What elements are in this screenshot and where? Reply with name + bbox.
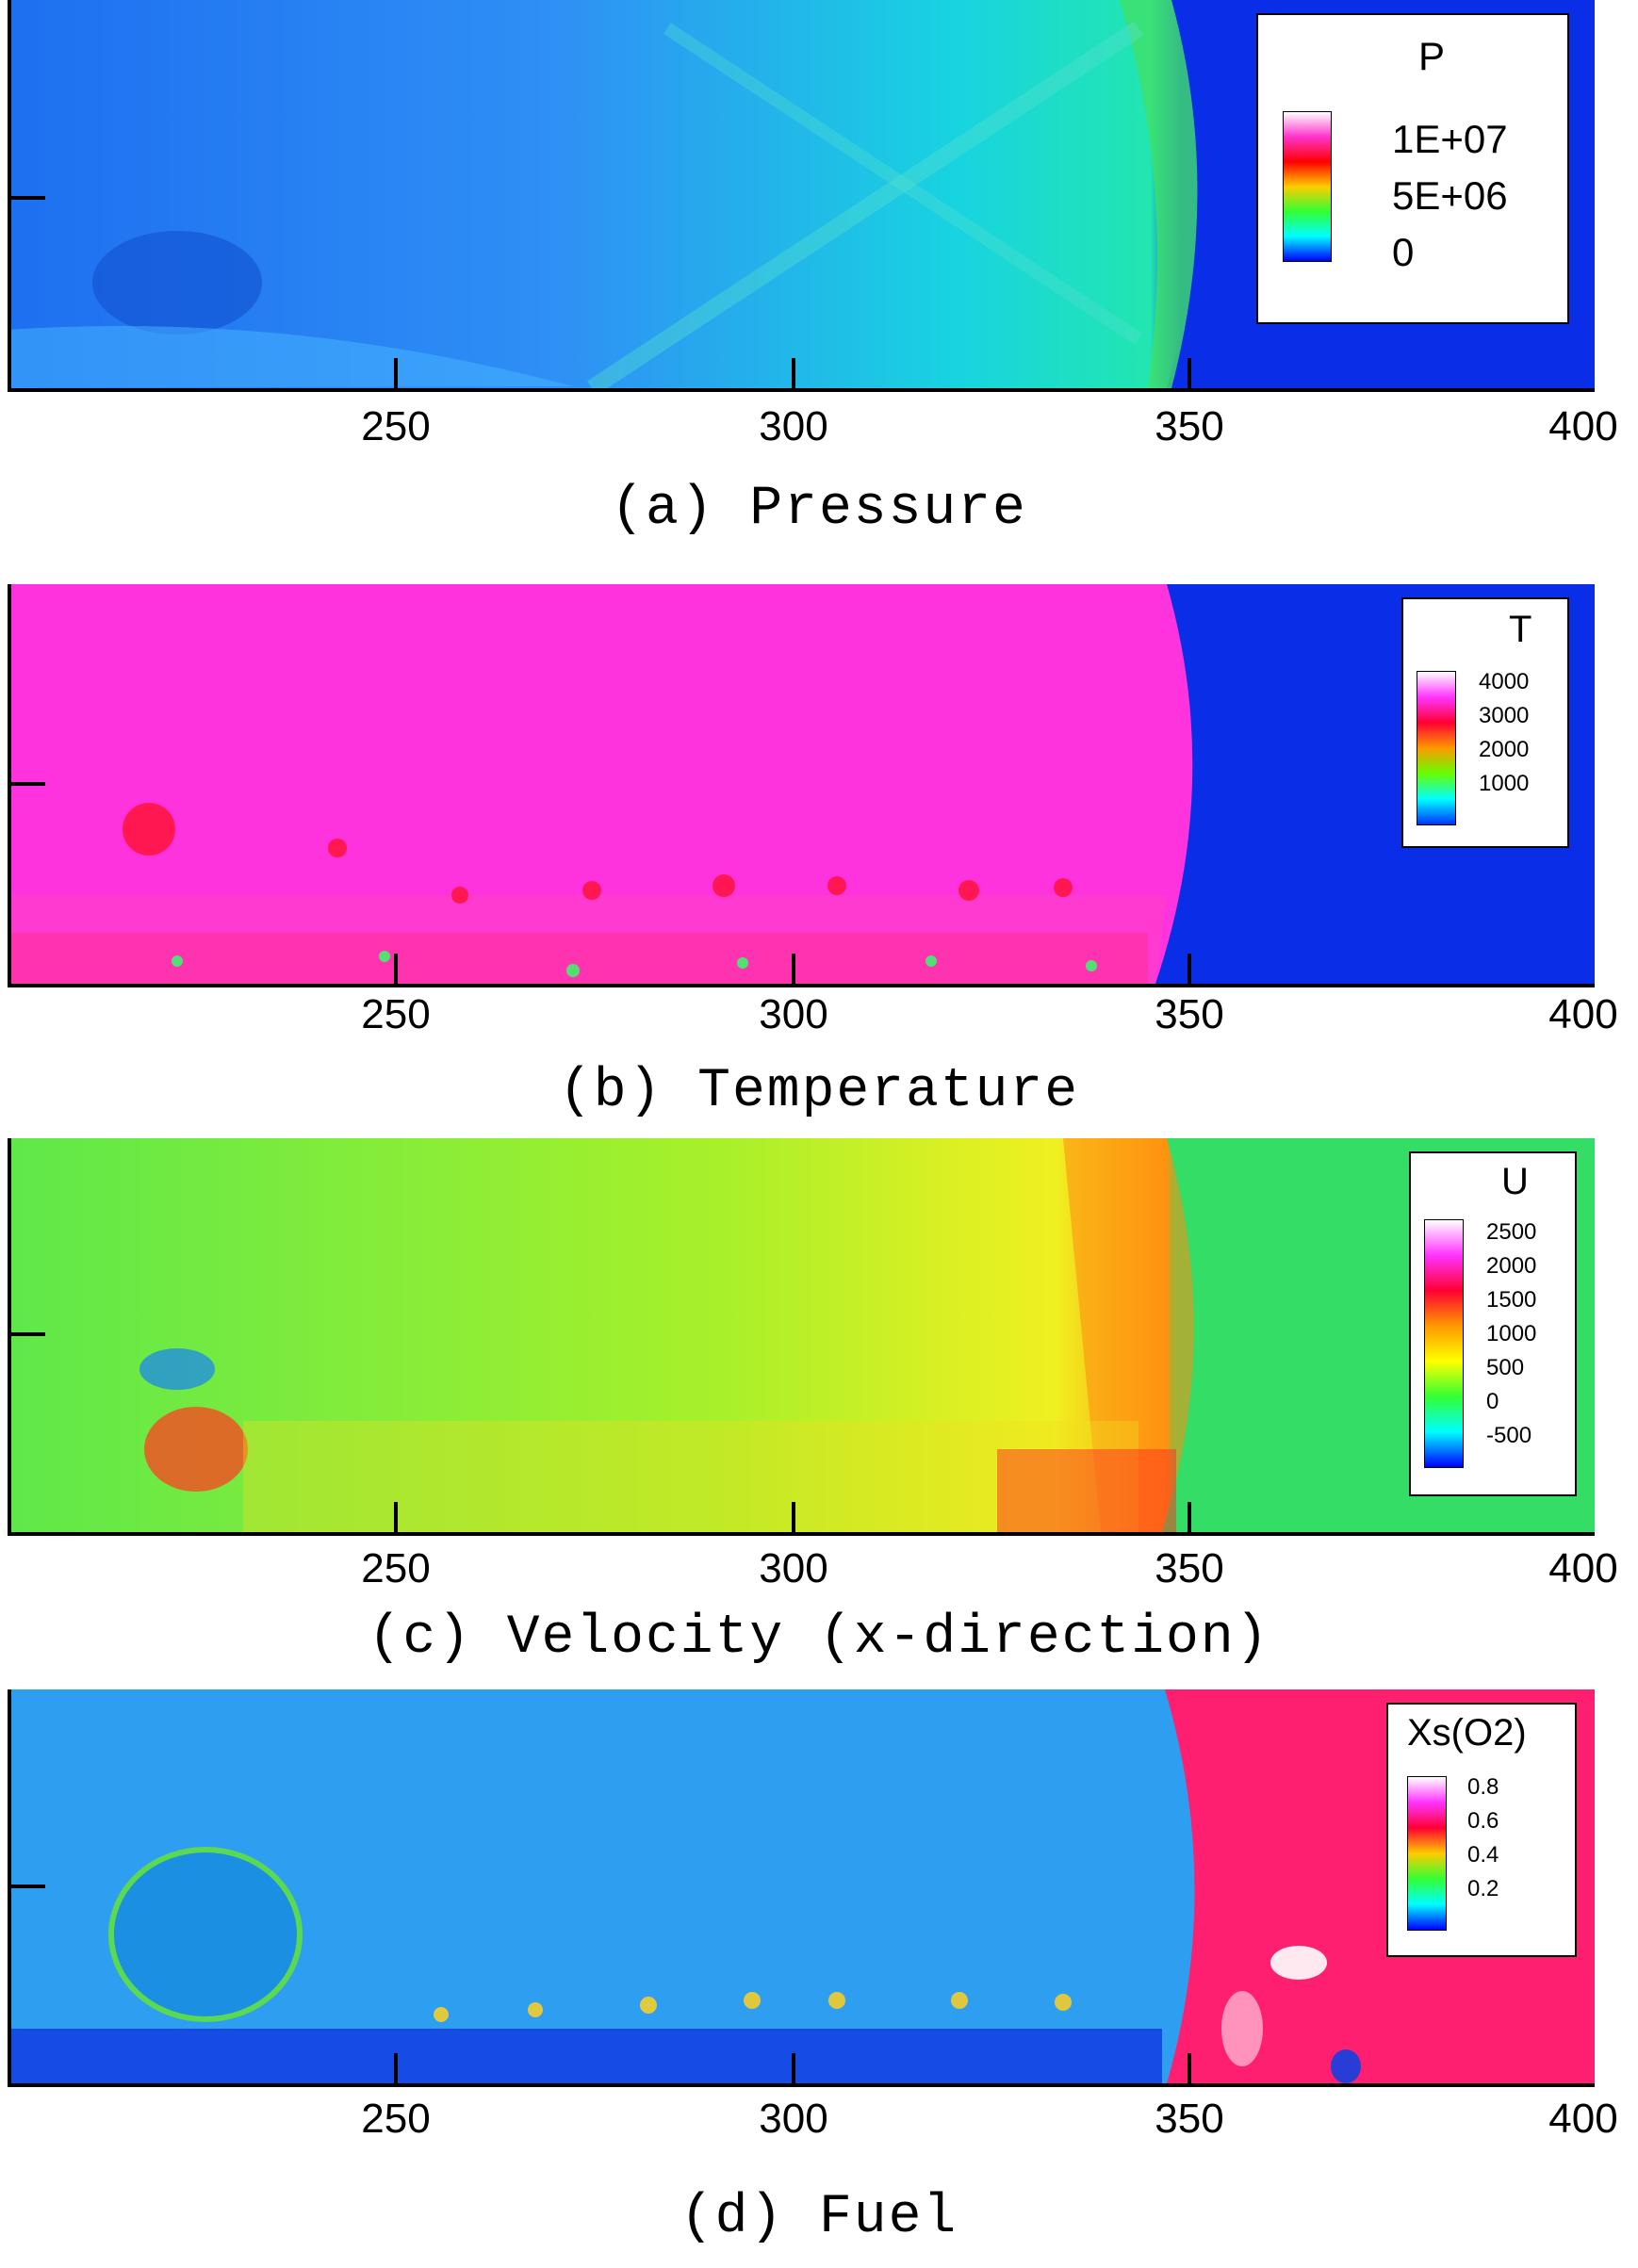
x-tick-mark xyxy=(394,2053,398,2083)
legend-label: 0.2 xyxy=(1467,1876,1499,1901)
legend-label: 1000 xyxy=(1486,1321,1537,1346)
pressure-legend: P 1E+07 5E+06 0 xyxy=(1256,13,1569,324)
x-tick-label: 250 xyxy=(361,991,431,1037)
x-tick-label: 400 xyxy=(1548,403,1618,449)
legend-title: Xs(O2) xyxy=(1407,1712,1527,1754)
panel-temperature: T 4000 3000 2000 1000 (b) Temperature xyxy=(0,584,1638,1131)
x-tick-label: 300 xyxy=(759,2096,828,2142)
caption: (a) Pressure xyxy=(611,479,1027,540)
panel-fuel: Xs(O2) 0.8 0.6 0.4 0.2 (d) Fuel xyxy=(0,1689,1638,2268)
x-axis xyxy=(8,984,1595,987)
x-tick-label: 400 xyxy=(1548,2096,1618,2142)
y-axis xyxy=(8,1689,11,2087)
legend-label: 2000 xyxy=(1486,1253,1537,1279)
legend-label: 1500 xyxy=(1486,1287,1537,1313)
x-tick-mark xyxy=(792,954,795,984)
y-tick-mark xyxy=(8,1885,45,1888)
x-tick-label: 350 xyxy=(1155,1545,1224,1591)
legend-label: 3000 xyxy=(1479,703,1530,728)
x-tick-label: 250 xyxy=(361,403,431,449)
x-tick-mark xyxy=(792,358,795,388)
x-tick-mark xyxy=(394,954,398,984)
x-axis xyxy=(8,388,1595,392)
caption: (b) Temperature xyxy=(558,1061,1080,1122)
x-tick-mark xyxy=(1188,358,1191,388)
y-tick-mark xyxy=(8,1332,45,1336)
velocity-field-plot xyxy=(8,1138,1595,1532)
y-axis xyxy=(8,1138,11,1536)
legend-color-bar xyxy=(1283,111,1332,262)
legend-color-bar xyxy=(1417,671,1456,825)
x-tick-label: 250 xyxy=(361,2096,431,2142)
legend-label: 0 xyxy=(1486,1389,1499,1414)
caption: (c) Velocity (x-direction) xyxy=(368,1607,1270,1669)
legend-title: U xyxy=(1501,1161,1529,1202)
legend-color-bar xyxy=(1424,1219,1464,1468)
legend-label: 1E+07 xyxy=(1392,117,1508,161)
legend-label: 2000 xyxy=(1479,737,1530,762)
legend-title: T xyxy=(1509,609,1532,650)
x-tick-label: 300 xyxy=(759,991,828,1037)
x-tick-mark xyxy=(394,358,398,388)
legend-label: 1000 xyxy=(1479,771,1530,796)
caption: (d) Fuel xyxy=(680,2187,958,2248)
x-tick-label: 350 xyxy=(1155,991,1224,1037)
x-tick-mark xyxy=(1188,1502,1191,1532)
legend-label: 0.6 xyxy=(1467,1808,1499,1834)
x-tick-label: 250 xyxy=(361,1545,431,1591)
x-tick-label: 300 xyxy=(759,1545,828,1591)
x-tick-mark xyxy=(1188,2053,1191,2083)
x-axis xyxy=(8,1532,1595,1536)
x-tick-label: 350 xyxy=(1155,403,1224,449)
legend-label: 0 xyxy=(1392,230,1415,274)
legend-label: -500 xyxy=(1486,1423,1532,1448)
temperature-field-plot xyxy=(8,584,1595,984)
x-tick-mark xyxy=(792,2053,795,2083)
legend-label: 0.4 xyxy=(1467,1842,1499,1868)
x-tick-mark xyxy=(792,1502,795,1532)
velocity-legend: U 2500 2000 1500 1000 500 0 -500 xyxy=(1409,1151,1577,1496)
x-tick-label: 400 xyxy=(1548,991,1618,1037)
legend-label: 2500 xyxy=(1486,1219,1537,1245)
legend-color-bar xyxy=(1407,1776,1447,1931)
y-tick-mark xyxy=(8,782,45,786)
x-tick-mark xyxy=(394,1502,398,1532)
x-axis xyxy=(8,2083,1595,2087)
y-tick-mark xyxy=(8,196,45,200)
x-tick-mark xyxy=(1188,954,1191,984)
panel-velocity: U 2500 2000 1500 1000 500 0 -500 (c) Vel… xyxy=(0,1138,1638,1685)
temperature-legend: T 4000 3000 2000 1000 xyxy=(1401,597,1569,848)
fuel-legend: Xs(O2) 0.8 0.6 0.4 0.2 xyxy=(1386,1703,1577,1957)
legend-title: P xyxy=(1418,34,1446,78)
legend-label: 500 xyxy=(1486,1355,1525,1380)
x-tick-label: 350 xyxy=(1155,2096,1224,2142)
fuel-field-plot xyxy=(8,1689,1595,2083)
legend-label: 0.8 xyxy=(1467,1774,1499,1800)
y-axis xyxy=(8,584,11,987)
panel-pressure: P 1E+07 5E+06 0 (a) Pressure xyxy=(0,0,1638,565)
legend-label: 5E+06 xyxy=(1392,173,1508,218)
legend-label: 4000 xyxy=(1479,669,1530,694)
x-tick-label: 400 xyxy=(1548,1545,1618,1591)
x-tick-label: 300 xyxy=(759,403,828,449)
